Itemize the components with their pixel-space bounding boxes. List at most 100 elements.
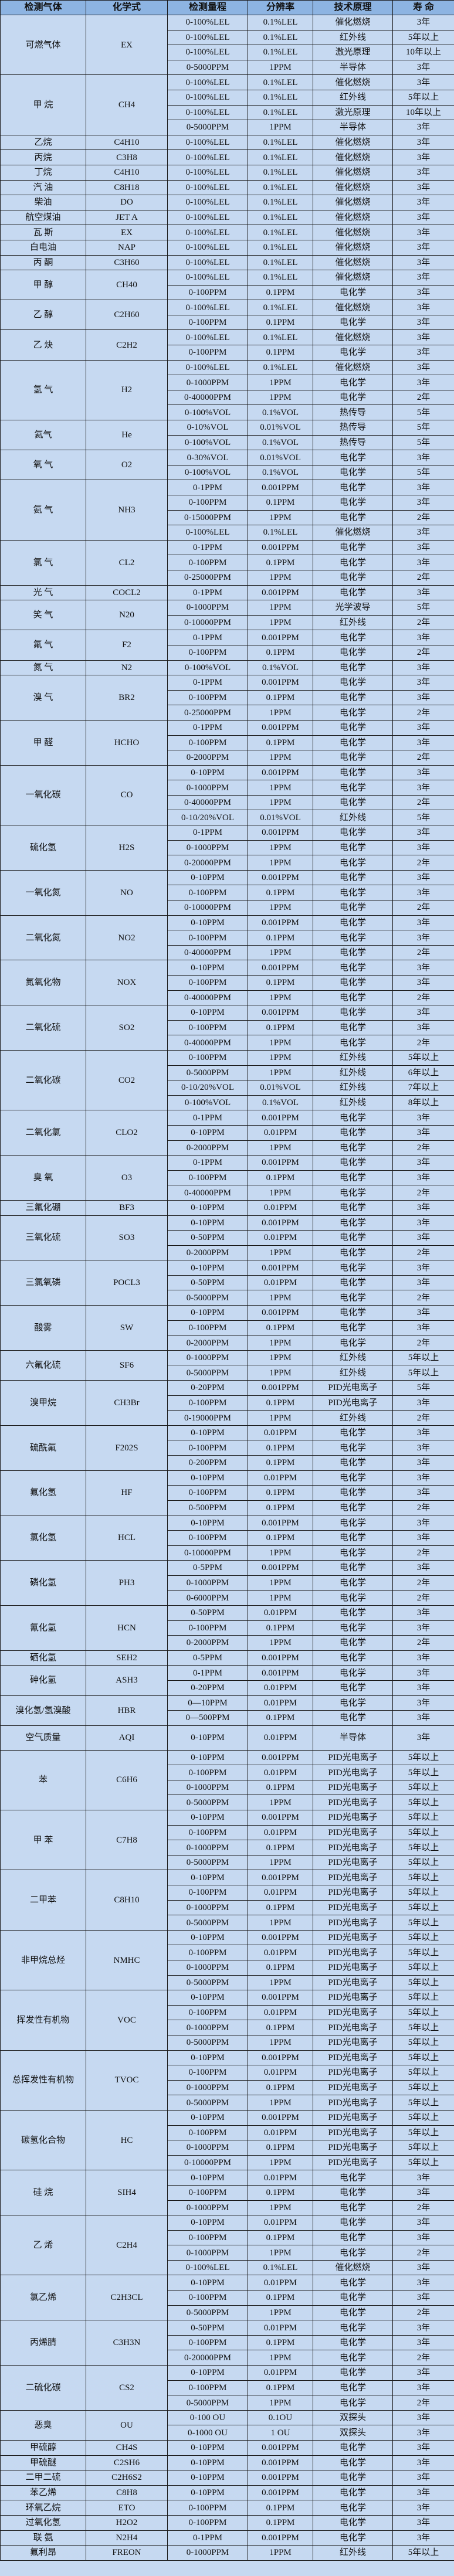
gas-name-cell: 汽 油 bbox=[0, 179, 86, 196]
lifespan-cell: 2年 bbox=[392, 900, 454, 916]
range-cell: 0-100%LEL bbox=[167, 164, 248, 181]
range-cell: 0-100%LEL bbox=[167, 179, 248, 196]
resolution-cell: 0.1%LEL bbox=[248, 195, 313, 210]
table-row: 0-5000PPM 1PPM 红外线 6年以上 bbox=[1, 1065, 454, 1081]
technology-cell: PID光电离子 bbox=[313, 1795, 393, 1811]
table-row: 0-1000PPM 0.1PPM PID光电离子 5年以上 bbox=[1, 2020, 454, 2035]
table-row: 氟 气 F2 0-1PPM 0.001PPM 电化学 3年 bbox=[0, 630, 454, 661]
range-cell: 0-10PPM bbox=[167, 1470, 248, 1486]
lifespan-cell: 5年 bbox=[392, 464, 454, 481]
technology-cell: 半导体 bbox=[313, 1725, 393, 1751]
table-row: 0-100PPM 0.1PPM 电化学 3年 bbox=[1, 284, 454, 301]
lifespan-cell: 3年 bbox=[392, 359, 454, 376]
gas-name-cell: 氢 气 bbox=[0, 359, 86, 421]
table-row: 乙 炔 C2H2 0-100%LEL 0.1%LEL 催化燃烧 3年 bbox=[0, 329, 454, 361]
formula-cell: EX bbox=[86, 14, 168, 76]
lifespan-cell: 2年 bbox=[392, 1500, 454, 1516]
technology-cell: 电化学 bbox=[313, 719, 393, 736]
technology-cell: 电化学 bbox=[313, 2200, 393, 2216]
technology-cell: 电化学 bbox=[313, 2275, 393, 2291]
lifespan-cell: 3年 bbox=[392, 1230, 454, 1246]
range-cell: 0-5000PPM bbox=[167, 2034, 248, 2051]
lifespan-cell: 3年 bbox=[392, 239, 454, 256]
resolution-cell: 0.001PPM bbox=[248, 764, 313, 781]
lifespan-cell: 3年 bbox=[392, 780, 454, 796]
table-row: 柴油 DO 0-100%LEL 0.1%LEL 催化燃烧 3年 bbox=[0, 195, 454, 210]
formula-cell: JET A bbox=[86, 209, 168, 226]
range-cell: 0-10000PPM bbox=[167, 1545, 248, 1561]
table-row: 0-5000PPM 1PPM PID光电离子 5年以上 bbox=[1, 1854, 454, 1871]
resolution-cell: 1PPM bbox=[248, 1245, 313, 1261]
lifespan-cell: 3年 bbox=[392, 1605, 454, 1621]
resolution-cell: 0.1PPM bbox=[248, 345, 313, 361]
resolution-cell: 1PPM bbox=[248, 855, 313, 871]
range-cell: 0-20000PPM bbox=[167, 2350, 248, 2366]
gas-name-cell: 氦气 bbox=[0, 420, 86, 451]
table-row: 氨 气 NH3 0-1PPM 0.001PPM 电化学 3年 bbox=[0, 480, 454, 541]
resolution-cell: 0.1%VOL bbox=[248, 464, 313, 481]
technology-cell: 电化学 bbox=[313, 1155, 393, 1171]
table-row: 0-100PPM 0.1PPM 电化学 2年 bbox=[1, 644, 454, 661]
lifespan-cell: 5年以上 bbox=[392, 1765, 454, 1780]
resolution-cell: 0.1%VOL bbox=[248, 405, 313, 421]
range-cell: 0-100%LEL bbox=[167, 239, 248, 256]
resolution-cell: 0.001PPM bbox=[248, 1749, 313, 1766]
table-row: 0-5000PPM 1PPM 红外线 5年以上 bbox=[1, 1365, 454, 1381]
formula-cell: CS2 bbox=[86, 2365, 168, 2411]
formula-cell: N20 bbox=[86, 600, 168, 631]
table-row: 甲硫醚 C2SH6 0-10PPM 0.001PPM 电化学 3年 bbox=[0, 2455, 454, 2471]
lifespan-cell: 3年 bbox=[392, 675, 454, 691]
lifespan-cell: 2年 bbox=[392, 2200, 454, 2216]
resolution-cell: 1PPM bbox=[248, 1575, 313, 1591]
gas-name-cell: 丁烷 bbox=[0, 164, 86, 181]
resolution-cell: 0.1PPM bbox=[248, 1779, 313, 1796]
range-cell: 0-100PPM bbox=[167, 885, 248, 901]
gas-name-cell: 笑 气 bbox=[0, 600, 86, 631]
lifespan-cell: 3年 bbox=[392, 1560, 454, 1576]
resolution-cell: 0.1%LEL bbox=[248, 74, 313, 90]
resolution-cell: 0.1%LEL bbox=[248, 29, 313, 46]
resolution-cell: 0.1PPM bbox=[248, 885, 313, 901]
lifespan-cell: 3年 bbox=[392, 314, 454, 331]
range-cell: 0-10PPM bbox=[167, 2275, 248, 2291]
technology-cell: 催化燃烧 bbox=[313, 164, 393, 181]
formula-cell: HCHO bbox=[86, 719, 168, 766]
resolution-cell: 0.1%LEL bbox=[248, 15, 313, 30]
technology-cell: PID光电离子 bbox=[313, 2109, 393, 2126]
resolution-cell: 0.1PPM bbox=[248, 644, 313, 661]
resolution-cell: 0.001PPM bbox=[248, 1260, 313, 1276]
resolution-cell: 0.1%LEL bbox=[248, 179, 313, 196]
technology-cell: 催化燃烧 bbox=[313, 195, 393, 210]
gas-name-cell: 二氧化氯 bbox=[0, 1110, 86, 1156]
resolution-cell: 0.1%LEL bbox=[248, 104, 313, 121]
range-cell: 0-10PPM bbox=[167, 1305, 248, 1321]
range-cell: 0-10PPM bbox=[167, 2485, 248, 2501]
range-cell: 0-1PPM bbox=[167, 2530, 248, 2546]
table-row: 碳氢化合物 HC 0-10PPM 0.001PPM PID光电离子 5年以上 bbox=[0, 2109, 454, 2171]
range-cell: 0-5000PPM bbox=[167, 2395, 248, 2411]
lifespan-cell: 5年以上 bbox=[392, 2004, 454, 2021]
lifespan-cell: 3年 bbox=[392, 2365, 454, 2381]
lifespan-cell: 5年 bbox=[392, 405, 454, 421]
resolution-cell: 1PPM bbox=[248, 1635, 313, 1651]
gas-name-cell: 甲硫醇 bbox=[0, 2440, 86, 2456]
formula-cell: O3 bbox=[86, 1155, 168, 1201]
lifespan-cell: 3年 bbox=[392, 2470, 454, 2486]
header-gas: 检测气体 bbox=[0, 0, 86, 15]
resolution-cell: 0.1PPM bbox=[248, 495, 313, 511]
resolution-cell: 1PPM bbox=[248, 569, 313, 586]
range-cell: 0-100PPM bbox=[167, 2380, 248, 2396]
table-header-row: 检测气体 化学式 检测量程 分辨率 技术原理 寿 命 bbox=[0, 0, 454, 15]
lifespan-cell: 3年 bbox=[392, 2215, 454, 2231]
lifespan-cell: 5年以上 bbox=[392, 29, 454, 46]
lifespan-cell: 3年 bbox=[392, 345, 454, 361]
formula-cell: NMHC bbox=[86, 1929, 168, 1991]
resolution-cell: 0.1PPM bbox=[248, 1960, 313, 1976]
table-row: 臭 氧 O3 0-1PPM 0.001PPM 电化学 3年 bbox=[0, 1155, 454, 1201]
table-row: 0-5000PPM 1PPM PID光电离子 5年以上 bbox=[1, 1975, 454, 1991]
lifespan-cell: 10年以上 bbox=[392, 45, 454, 60]
table-row: 挥发性有机物 VOC 0-10PPM 0.001PPM PID光电离子 5年以上 bbox=[0, 1990, 454, 2051]
resolution-cell: 0.1%LEL bbox=[248, 209, 313, 226]
range-cell: 0-100 OU bbox=[167, 2410, 248, 2426]
table-row: 空气质量 AQI 0-10PPM 0.01PPM 半导体 3年 bbox=[0, 1725, 454, 1751]
